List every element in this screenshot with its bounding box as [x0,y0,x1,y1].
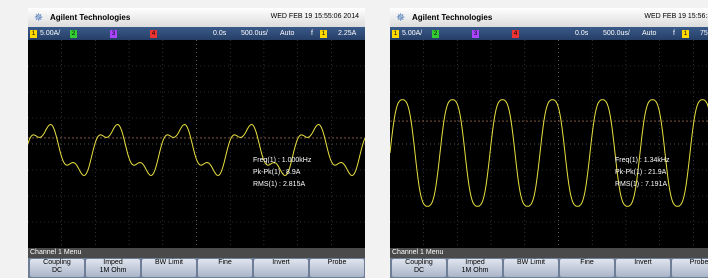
status-mode: Auto [642,30,656,37]
softkey-label: Probe [310,259,364,267]
logo-icon: ✵ [34,11,43,24]
brand: Agilent Technologies [50,13,130,22]
scope-screen [28,40,365,248]
softkey-value: 1M Ohm [86,267,140,275]
status-delay: 0.0s [575,30,588,37]
screenshot: ✵ Agilent Technologies WED FEB 19 15:55:06… [0,0,708,278]
scope-panel: ✵ Agilent Technologies WED FEB 19 15:56:38… [390,8,708,278]
softkey[interactable]: BW Limit [504,259,558,277]
status-level: 2.25A [338,30,356,37]
status-ch3: 3 [110,30,117,38]
status-scale: 5.00A/ [40,30,60,37]
softkey[interactable]: Fine [560,259,614,277]
softkey-label: Imped [86,259,140,267]
softkey[interactable]: BW Limit [142,259,196,277]
softkey-value: 1M Ohm [448,267,502,275]
status-mode: Auto [280,30,294,37]
scope-screen [390,40,708,248]
softkey-label: Probe [672,259,708,267]
softkey[interactable]: Invert [616,259,670,277]
softkey-label: Invert [254,259,308,267]
status-trig-ch: 1 [320,30,327,38]
measurement: Pk-Pk(1) : 8.9A [253,169,300,176]
menu-title: Channel 1 Menu [392,249,443,256]
logo-icon: ✵ [396,11,405,24]
softkey-label: BW Limit [504,259,558,267]
softkey-label: BW Limit [142,259,196,267]
softkey[interactable]: Probe [672,259,708,277]
status-ch2: 2 [70,30,77,38]
header: ✵ Agilent Technologies WED FEB 19 15:55:06… [28,8,365,27]
softkey-label: Imped [448,259,502,267]
status-ch1: 1 [392,30,399,38]
status-ch3: 3 [472,30,479,38]
status-ch2: 2 [432,30,439,38]
softkey-value: DC [30,267,84,275]
header: ✵ Agilent Technologies WED FEB 19 15:56:38… [390,8,708,27]
status-level: 75 [700,30,708,37]
softkey[interactable]: Invert [254,259,308,277]
softkey-label: Fine [198,259,252,267]
brand: Agilent Technologies [412,13,492,22]
status-timebase: 500.0us/ [241,30,268,37]
waveform [390,100,708,207]
softkey-value: DC [392,267,446,275]
status-trig: f [673,30,675,37]
status-delay: 0.0s [213,30,226,37]
menu-title-bar: Channel 1 Menu [28,248,365,258]
status-scale: 5.00A/ [402,30,422,37]
softkey[interactable]: Fine [198,259,252,277]
status-trig: f [311,30,313,37]
measurement: Freq(1) : 1.000kHz [253,157,311,164]
datetime: WED FEB 19 15:55:06 2014 [271,13,359,20]
softkey-label: Coupling [392,259,446,267]
softkey[interactable]: Probe [310,259,364,277]
status-ch4: 4 [512,30,519,38]
menu-title-bar: Channel 1 Menu [390,248,708,258]
measurement: RMS(1) : 2.815A [253,181,305,188]
softkey-label: Coupling [30,259,84,267]
status-ch1: 1 [30,30,37,38]
softkey-label: Fine [560,259,614,267]
status-ch4: 4 [150,30,157,38]
measurement: RMS(1) : 7.191A [615,181,667,188]
scope-panel: ✵ Agilent Technologies WED FEB 19 15:55:06… [28,8,365,278]
status-trig-ch: 1 [682,30,689,38]
menu-title: Channel 1 Menu [30,249,81,256]
status-timebase: 500.0us/ [603,30,630,37]
measurement: Pk-Pk(1) : 21.9A [615,169,666,176]
measurement: Freq(1) : 1.34kHz [615,157,669,164]
softkey-label: Invert [616,259,670,267]
datetime: WED FEB 19 15:56:38 2 [644,13,708,20]
